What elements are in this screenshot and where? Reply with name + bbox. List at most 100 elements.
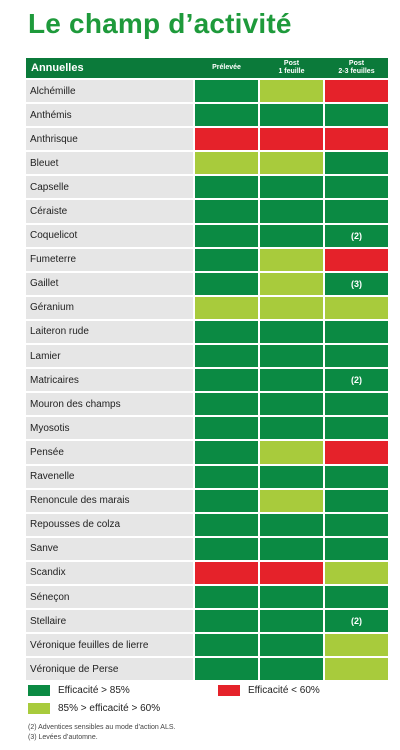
efficacy-cell <box>195 393 258 416</box>
header-post1-line1: Post <box>283 60 300 67</box>
efficacy-cell <box>195 561 258 584</box>
efficacy-cell <box>195 585 258 609</box>
row-label: Pensée <box>26 441 193 464</box>
row-label: Mouron des champs <box>26 393 193 416</box>
efficacy-cell <box>260 465 323 488</box>
efficacy-cell <box>260 152 323 175</box>
efficacy-cell <box>325 658 388 681</box>
table-row: Géranium <box>26 296 388 321</box>
table-row: Véronique de Perse <box>26 658 388 683</box>
legend-swatch-light-green <box>28 703 50 714</box>
row-label: Gaillet <box>26 272 193 295</box>
table-row: Laiteron rude <box>26 320 388 346</box>
table-header: Annuelles Prélevée Post 1 feuille Post 2-3… <box>26 58 388 80</box>
legend-label-light-green: 85% > efficacité > 60% <box>58 703 161 714</box>
efficacy-cell <box>195 224 258 247</box>
table-row: Coquelicot (2) <box>26 224 388 249</box>
efficacy-cell <box>325 248 388 271</box>
efficacy-cell: (2) <box>325 224 388 247</box>
efficacy-cell <box>195 634 258 657</box>
efficacy-cell <box>260 489 323 512</box>
row-label: Céraiste <box>26 200 193 223</box>
efficacy-cell <box>325 441 388 464</box>
efficacy-cell <box>260 272 323 295</box>
legend-item-light-green: 85% > efficacité > 60% <box>28 703 160 714</box>
efficacy-cell <box>260 537 323 560</box>
row-label: Lamier <box>26 345 193 368</box>
efficacy-cell <box>325 200 388 223</box>
table-row: Céraiste <box>26 200 388 225</box>
footnote-3: (3) Levées d’automne. <box>28 734 98 741</box>
table-body: Alchémille Anthémis Anthrisque Bleuet Capsel… <box>26 80 388 683</box>
row-label: Bleuet <box>26 152 193 175</box>
efficacy-cell <box>325 417 388 440</box>
legend-swatch-red <box>218 685 240 696</box>
table-row: Bleuet <box>26 152 388 177</box>
efficacy-cell <box>260 176 323 199</box>
table-row: Fumeterre <box>26 248 388 273</box>
efficacy-cell <box>260 296 323 319</box>
table-row: Repousses de colza <box>26 513 388 538</box>
efficacy-cell <box>195 152 258 175</box>
legend-label-red: Efficacité < 60% <box>248 685 320 696</box>
efficacy-cell <box>195 658 258 681</box>
efficacy-cell <box>325 80 388 103</box>
table-row: Stellaire (2) <box>26 610 388 635</box>
table-row: Sanve <box>26 537 388 562</box>
row-label: Géranium <box>26 296 193 319</box>
efficacy-cell <box>195 128 258 151</box>
efficacy-cell <box>325 345 388 368</box>
legend-label-green: Efficacité > 85% <box>58 685 130 696</box>
efficacy-cell <box>325 513 388 536</box>
table-row: Véronique feuilles de lierre <box>26 634 388 659</box>
efficacy-cell <box>195 610 258 633</box>
efficacy-cell <box>325 634 388 657</box>
table-row: Gaillet (3) <box>26 272 388 297</box>
efficacy-cell <box>260 200 323 223</box>
efficacy-cell <box>325 537 388 560</box>
efficacy-cell <box>195 489 258 512</box>
efficacy-cell <box>195 296 258 319</box>
efficacy-cell: (2) <box>325 369 388 392</box>
efficacy-cell <box>325 152 388 175</box>
footnote-2: (2) Adventices sensibles au mode d’actio… <box>28 724 176 731</box>
efficacy-cell <box>325 320 388 344</box>
efficacy-cell <box>260 320 323 344</box>
table-row: Séneçon <box>26 585 388 611</box>
efficacy-cell <box>325 489 388 512</box>
efficacy-cell <box>260 80 323 103</box>
efficacy-cell <box>195 248 258 271</box>
efficacy-cell <box>195 176 258 199</box>
efficacy-cell <box>195 345 258 368</box>
row-label: Capselle <box>26 176 193 199</box>
efficacy-cell <box>195 200 258 223</box>
row-label: Matricaires <box>26 369 193 392</box>
row-label: Anthémis <box>26 104 193 127</box>
efficacy-cell <box>260 248 323 271</box>
header-post23-line2: 2-3 feuilles <box>338 68 375 75</box>
efficacy-cell <box>325 561 388 584</box>
efficacy-cell <box>260 224 323 247</box>
efficacy-cell <box>260 634 323 657</box>
row-label: Véronique de Perse <box>26 658 193 681</box>
efficacy-cell <box>195 80 258 103</box>
efficacy-cell <box>325 104 388 127</box>
header-post23-line1: Post <box>348 60 365 67</box>
efficacy-cell <box>325 176 388 199</box>
efficacy-cell <box>195 104 258 127</box>
row-label: Sanve <box>26 537 193 560</box>
row-label: Laiteron rude <box>26 320 193 344</box>
efficacy-cell <box>195 272 258 295</box>
header-post-1-feuille: Post 1 feuille <box>260 58 323 78</box>
header-prelevee-line1: Prélevée <box>212 64 241 71</box>
table-row: Myosotis <box>26 417 388 442</box>
row-label: Coquelicot <box>26 224 193 247</box>
efficacy-cell <box>260 417 323 440</box>
table-row: Capselle <box>26 176 388 201</box>
efficacy-cell <box>260 441 323 464</box>
efficacy-cell <box>195 441 258 464</box>
page-title: Le champ d’activité <box>28 8 292 39</box>
efficacy-cell <box>260 585 323 609</box>
header-post-2-3-feuilles: Post 2-3 feuilles <box>325 58 388 78</box>
efficacy-cell <box>260 128 323 151</box>
